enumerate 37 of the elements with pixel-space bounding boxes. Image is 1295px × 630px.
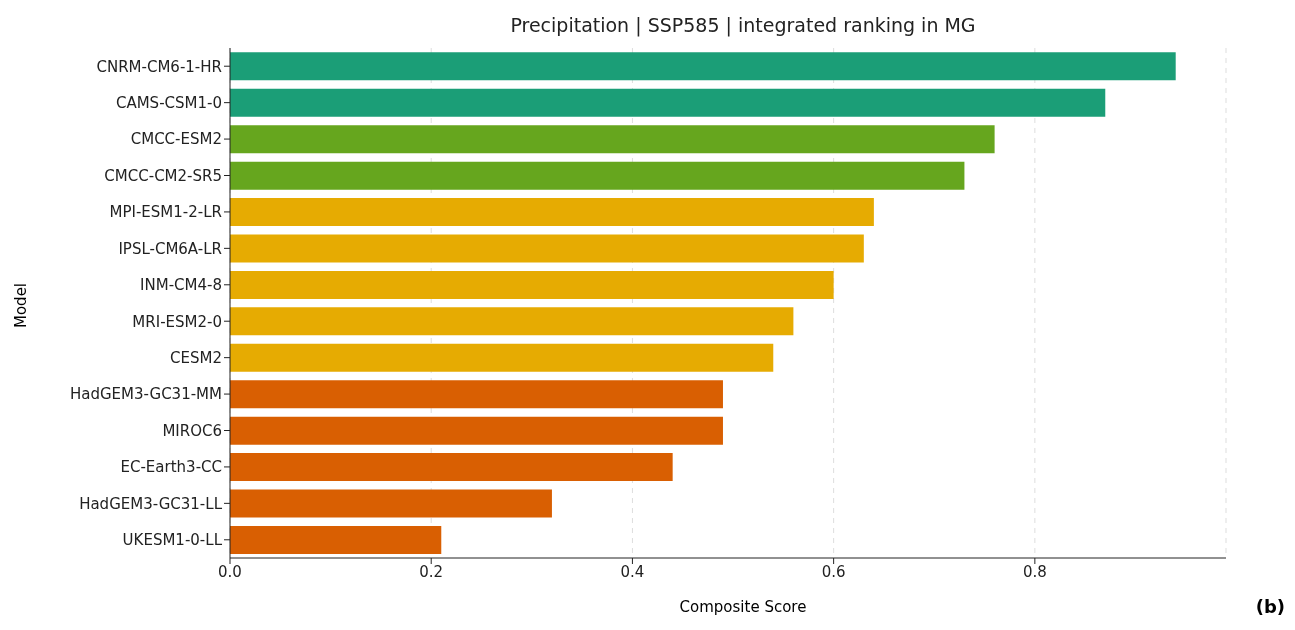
y-tick-label: CMCC-ESM2 [130, 130, 222, 149]
bar [230, 198, 874, 227]
bar [230, 343, 774, 372]
bar [230, 270, 834, 299]
bar [230, 234, 864, 263]
bar [230, 453, 673, 482]
bar [230, 416, 723, 445]
bar [230, 380, 723, 409]
x-axis-title: Composite Score [678, 598, 808, 616]
y-tick-label: MIROC6 [162, 421, 222, 440]
y-tick-label: HadGEM3-GC31-MM [69, 385, 222, 404]
y-tick-label: CAMS-CSM1-0 [115, 93, 222, 112]
y-tick-label: CESM2 [170, 348, 222, 367]
y-tick-label: INM-CM4-8 [140, 276, 222, 295]
bar [230, 125, 995, 154]
chart-title: Precipitation | SSP585 | integrated ranking in MG [509, 14, 977, 36]
bar [230, 489, 552, 518]
y-tick-label: MPI-ESM1-2-LR [109, 203, 222, 222]
y-tick-label: UKESM1-0-LL [122, 531, 223, 550]
x-tick-label: 0.4 [620, 562, 645, 581]
x-tick-label: 0.2 [419, 562, 444, 581]
bar [230, 307, 794, 336]
y-tick-label: EC-Earth3-CC [120, 458, 222, 477]
bar [230, 525, 442, 554]
bar [230, 161, 965, 190]
x-tick-label: 0.0 [218, 562, 242, 581]
y-tick-label: CNRM-CM6-1-HR [96, 57, 222, 76]
x-tick-label: 0.8 [1022, 562, 1047, 581]
text: (b) [1255, 596, 1285, 617]
bar [230, 88, 1106, 117]
y-tick-label: IPSL-CM6A-LR [118, 239, 222, 258]
y-tick-label: CMCC-CM2-SR5 [104, 166, 222, 185]
y-axis-title: Model [12, 282, 30, 328]
y-tick-label: MRI-ESM2-0 [132, 312, 222, 331]
y-tick-label: HadGEM3-GC31-LL [79, 494, 223, 513]
bar [230, 52, 1176, 81]
x-tick-label: 0.6 [821, 562, 846, 581]
